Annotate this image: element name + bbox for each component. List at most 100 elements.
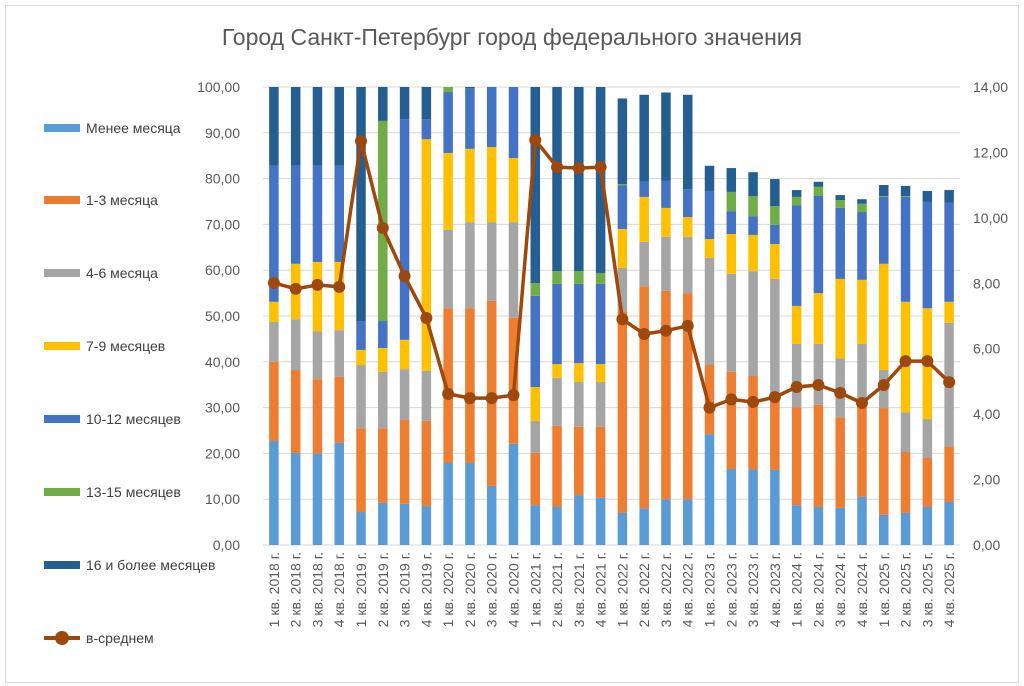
bar-segment-2	[269, 361, 279, 442]
bar-segment-5	[835, 207, 845, 279]
legend-label: Менее месяца	[86, 120, 181, 136]
bar-segment-6	[900, 196, 911, 197]
y-tick-label: 90,00	[205, 125, 240, 141]
bar-segment-3	[900, 412, 911, 453]
average-point	[943, 376, 956, 389]
bar-segment-4	[944, 301, 954, 323]
x-tick-label: 1 кв. 2025 г.	[876, 552, 892, 627]
bar-segment-4	[661, 207, 671, 237]
bar-segment-1	[770, 469, 780, 545]
y2-tick-label: 0,00	[973, 537, 1000, 553]
average-point	[594, 161, 607, 174]
x-tick-label: 1 кв. 2024 г.	[789, 552, 805, 627]
bar-segment-3	[661, 236, 671, 291]
y2-tick-label: 10,00	[973, 210, 1008, 226]
bar-segment-2	[704, 365, 715, 435]
bar-segment-4	[312, 261, 323, 332]
x-tick-label: 4 кв. 2019 г.	[418, 552, 434, 627]
bar-segment-5	[726, 211, 737, 235]
bar-segment-6	[879, 196, 889, 197]
legend-label: 10-12 месяцев	[86, 411, 181, 427]
bar-segment-1	[813, 506, 824, 545]
bar-segment-2	[791, 407, 802, 506]
bar-segment-7	[682, 94, 693, 190]
legend-swatch	[44, 561, 80, 569]
x-tick-label: 2 кв. 2024 г.	[810, 552, 826, 627]
bar-segment-6	[748, 196, 758, 217]
bar-segment-7	[835, 195, 845, 201]
legend-label: в-среднем	[86, 630, 154, 646]
bar-segment-3	[813, 343, 824, 405]
bar-segment-5	[682, 189, 693, 218]
bar-segment-1	[269, 441, 279, 545]
bar-segment-5	[334, 165, 344, 262]
bar-segment-6	[835, 200, 845, 208]
average-point	[420, 311, 433, 324]
bar-segment-1	[574, 495, 584, 545]
bar-segment-1	[486, 485, 497, 545]
bar-segment-3	[595, 381, 606, 427]
bar-segment-5	[574, 283, 584, 364]
y-tick-label: 70,00	[205, 216, 240, 232]
bar-segment-7	[617, 98, 628, 185]
bar-segment-7	[922, 190, 933, 202]
legend-label: 1-3 месяца	[86, 192, 158, 208]
bar-segment-7	[334, 87, 344, 166]
bar-segment-6	[595, 272, 606, 284]
bar-segment-1	[530, 505, 541, 545]
bar-segment-3	[399, 369, 410, 420]
x-tick-label: 2 кв. 2020 г.	[462, 552, 478, 627]
legend-label: 7-9 месяцев	[86, 338, 166, 354]
x-tick-label: 3 кв. 2025 г.	[919, 552, 935, 627]
bar-segment-4	[399, 339, 410, 370]
bar-segment-7	[312, 87, 323, 166]
bar-segment-5	[399, 119, 410, 340]
bar-segment-7	[290, 87, 301, 166]
bar-segment-1	[748, 469, 758, 545]
bar-segment-7	[574, 87, 584, 272]
bar-segment-3	[682, 236, 693, 294]
bar-segment-7	[552, 87, 562, 272]
bar-segment-2	[334, 376, 344, 443]
bar-segment-6	[552, 271, 562, 284]
average-point	[572, 162, 585, 175]
y-tick-label: 40,00	[205, 354, 240, 370]
bar-segment-4	[574, 363, 584, 382]
bar-segment-5	[356, 321, 366, 350]
x-tick-label: 4 кв. 2018 г.	[331, 552, 347, 627]
bar-segment-4	[617, 228, 628, 268]
legend-label: 16 и более месяцев	[86, 557, 216, 573]
bar-segment-4	[770, 244, 780, 279]
bar-segment-7	[465, 87, 475, 89]
bar-segment-3	[290, 319, 301, 371]
bar-segment-4	[465, 148, 475, 223]
bar-segment-5	[944, 202, 954, 302]
bar-segment-3	[334, 330, 344, 377]
bar-segment-4	[508, 157, 519, 223]
bar-segment-1	[443, 463, 453, 545]
bar-segment-1	[661, 499, 671, 545]
bar-segment-1	[879, 514, 889, 545]
x-tick-label: 1 кв. 2020 г.	[440, 552, 456, 627]
bar-segment-3	[486, 222, 497, 301]
bar-segment-5	[900, 196, 911, 302]
bar-segment-2	[399, 419, 410, 504]
bar-segment-1	[290, 452, 301, 545]
legend-label: 4-6 месяца	[86, 265, 158, 281]
bar-segment-5	[661, 180, 671, 208]
legend-item: 16 и более месяцев	[44, 557, 215, 573]
average-point	[855, 397, 868, 410]
average-point	[485, 392, 498, 405]
x-tick-label: 4 кв. 2021 г.	[593, 552, 609, 627]
y-tick-label: 60,00	[205, 262, 240, 278]
bar-segment-4	[813, 293, 824, 344]
bar-segment-2	[356, 428, 366, 513]
bar-segment-1	[552, 506, 562, 545]
bar-segment-4	[486, 146, 497, 223]
bar-segment-6	[770, 206, 780, 225]
y-tick-label: 80,00	[205, 171, 240, 187]
bar-segment-1	[726, 468, 737, 545]
bar-segment-7	[791, 190, 802, 197]
bar-segment-1	[356, 512, 366, 545]
bar-segment-7	[813, 181, 824, 187]
